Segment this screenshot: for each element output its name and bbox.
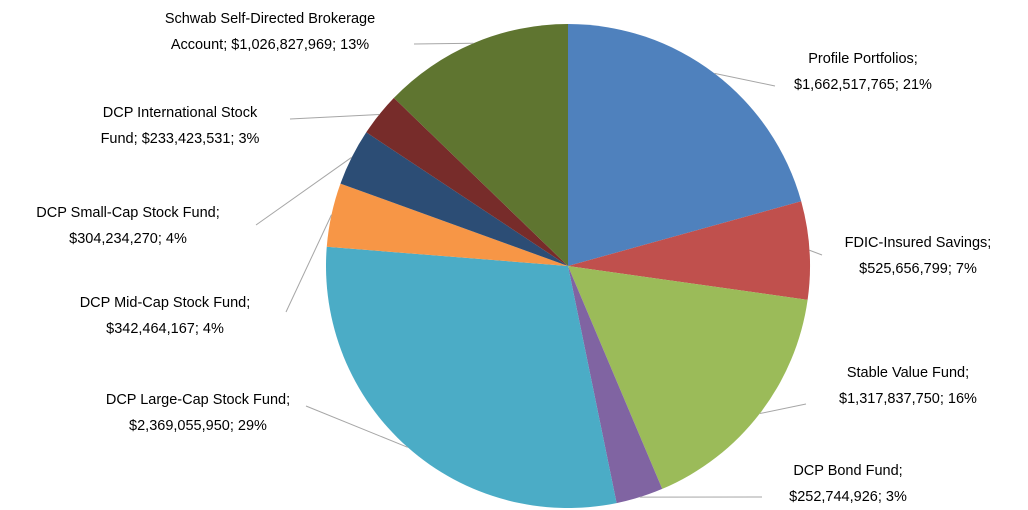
data-label: DCP Mid-Cap Stock Fund; $342,464,167; 4%: [73, 290, 258, 342]
pie-slice: [340, 132, 568, 266]
label-separator: ;: [877, 489, 886, 505]
label-percent: 16%: [947, 391, 977, 407]
label-values: $2,369,055,950; 29%: [129, 418, 267, 434]
label-percent: 4%: [165, 231, 187, 247]
label-separator: ;: [223, 37, 232, 53]
pie-slice: [366, 97, 568, 266]
label-values: $1,026,827,969; 13%: [231, 37, 369, 53]
label-separator: ;: [157, 231, 166, 247]
label-values: $1,662,517,765; 21%: [794, 77, 932, 93]
label-separator: ;: [215, 205, 220, 221]
label-values: $233,423,531; 3%: [142, 131, 260, 147]
label-value: $2,369,055,950: [129, 418, 230, 434]
label-separator: ;: [898, 463, 903, 479]
data-label: DCP Bond Fund; $252,744,926; 3%: [773, 458, 923, 510]
label-separator: ;: [133, 131, 142, 147]
label-category: Schwab Self-Directed Brokerage Account: [164, 11, 376, 53]
label-percent: 29%: [237, 418, 267, 434]
pie-slice: [393, 24, 568, 266]
label-separator: ;: [246, 295, 251, 311]
label-value: $525,656,799: [859, 261, 948, 277]
label-separator: ;: [230, 131, 239, 147]
data-label: Profile Portfolios; $1,662,517,765; 21%: [788, 46, 938, 98]
label-values: $304,234,270; 4%: [69, 231, 187, 247]
label-separator: ;: [939, 391, 948, 407]
label-separator: ;: [332, 37, 341, 53]
label-category: Profile Portfolios: [808, 51, 914, 67]
label-percent: 21%: [902, 77, 932, 93]
label-separator: ;: [947, 261, 956, 277]
pie-slice: [568, 201, 810, 300]
pie-slice: [326, 246, 617, 508]
label-percent: 13%: [340, 37, 370, 53]
label-category: DCP Mid-Cap Stock Fund: [79, 295, 247, 311]
label-value: $252,744,926: [789, 489, 878, 505]
label-values: $252,744,926; 3%: [789, 489, 907, 505]
label-value: $342,464,167: [106, 321, 195, 337]
label-separator: ;: [987, 235, 992, 251]
label-value: $1,317,837,750: [839, 391, 940, 407]
data-label: Schwab Self-Directed Brokerage Account; …: [160, 6, 380, 58]
leader-line: [759, 403, 807, 415]
data-label: DCP Large-Cap Stock Fund; $2,369,055,950…: [98, 387, 298, 439]
label-separator: ;: [894, 77, 903, 93]
leader-line: [714, 72, 776, 87]
label-value: $304,234,270: [69, 231, 158, 247]
label-values: $342,464,167; 4%: [106, 321, 224, 337]
leader-line: [305, 405, 408, 448]
label-category: DCP Small-Cap Stock Fund: [36, 205, 216, 221]
leader-line: [285, 214, 332, 313]
label-value: $1,662,517,765: [794, 77, 895, 93]
leader-line: [255, 156, 353, 226]
label-category: DCP Large-Cap Stock Fund: [105, 392, 287, 408]
label-percent: 7%: [955, 261, 977, 277]
data-label: DCP International Stock Fund; $233,423,5…: [93, 100, 268, 152]
leader-line: [289, 113, 380, 120]
label-percent: 3%: [238, 131, 260, 147]
pie-slice: [568, 24, 802, 266]
label-separator: ;: [229, 418, 238, 434]
pie-slice: [326, 183, 568, 266]
label-separator: ;: [286, 392, 291, 408]
data-label: DCP Small-Cap Stock Fund; $304,234,270; …: [31, 200, 226, 252]
label-value: $233,423,531: [141, 131, 231, 147]
label-value: $1,026,827,969: [231, 37, 333, 53]
label-values: $525,656,799; 7%: [859, 261, 977, 277]
data-label: Stable Value Fund; $1,317,837,750; 16%: [826, 360, 991, 412]
label-percent: 3%: [885, 489, 907, 505]
label-category: FDIC-Insured Savings: [844, 235, 988, 251]
label-separator: ;: [965, 365, 970, 381]
data-label: FDIC-Insured Savings; $525,656,799; 7%: [836, 230, 1001, 282]
label-category: DCP Bond Fund: [793, 463, 899, 479]
label-separator: ;: [194, 321, 203, 337]
label-separator: ;: [913, 51, 918, 67]
label-values: $1,317,837,750; 16%: [839, 391, 977, 407]
leader-line: [809, 249, 823, 256]
label-category: Stable Value Fund: [846, 365, 966, 381]
pie-slice: [568, 266, 663, 504]
pie-slice: [568, 266, 808, 489]
label-category: DCP International Stock Fund: [100, 105, 258, 147]
label-percent: 4%: [202, 321, 224, 337]
leader-line: [413, 42, 474, 45]
